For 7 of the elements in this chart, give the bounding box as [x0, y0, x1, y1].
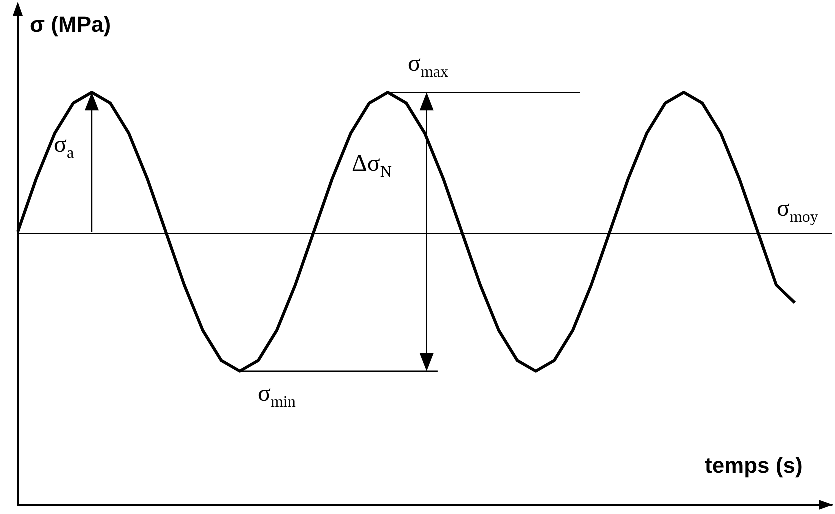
annotation: Δσ$_{N}$ — [352, 150, 392, 182]
annotation: σ$_{min}$ — [258, 381, 296, 412]
ref-line-label: σ$_{moy}$ — [777, 196, 818, 227]
text: σ$_{max}$ — [408, 50, 448, 82]
x-axis-title: temps (s) — [705, 453, 803, 479]
y-axis-title: σ (MPa) — [30, 12, 112, 38]
annotation: σ$_{a}$ — [54, 132, 74, 164]
